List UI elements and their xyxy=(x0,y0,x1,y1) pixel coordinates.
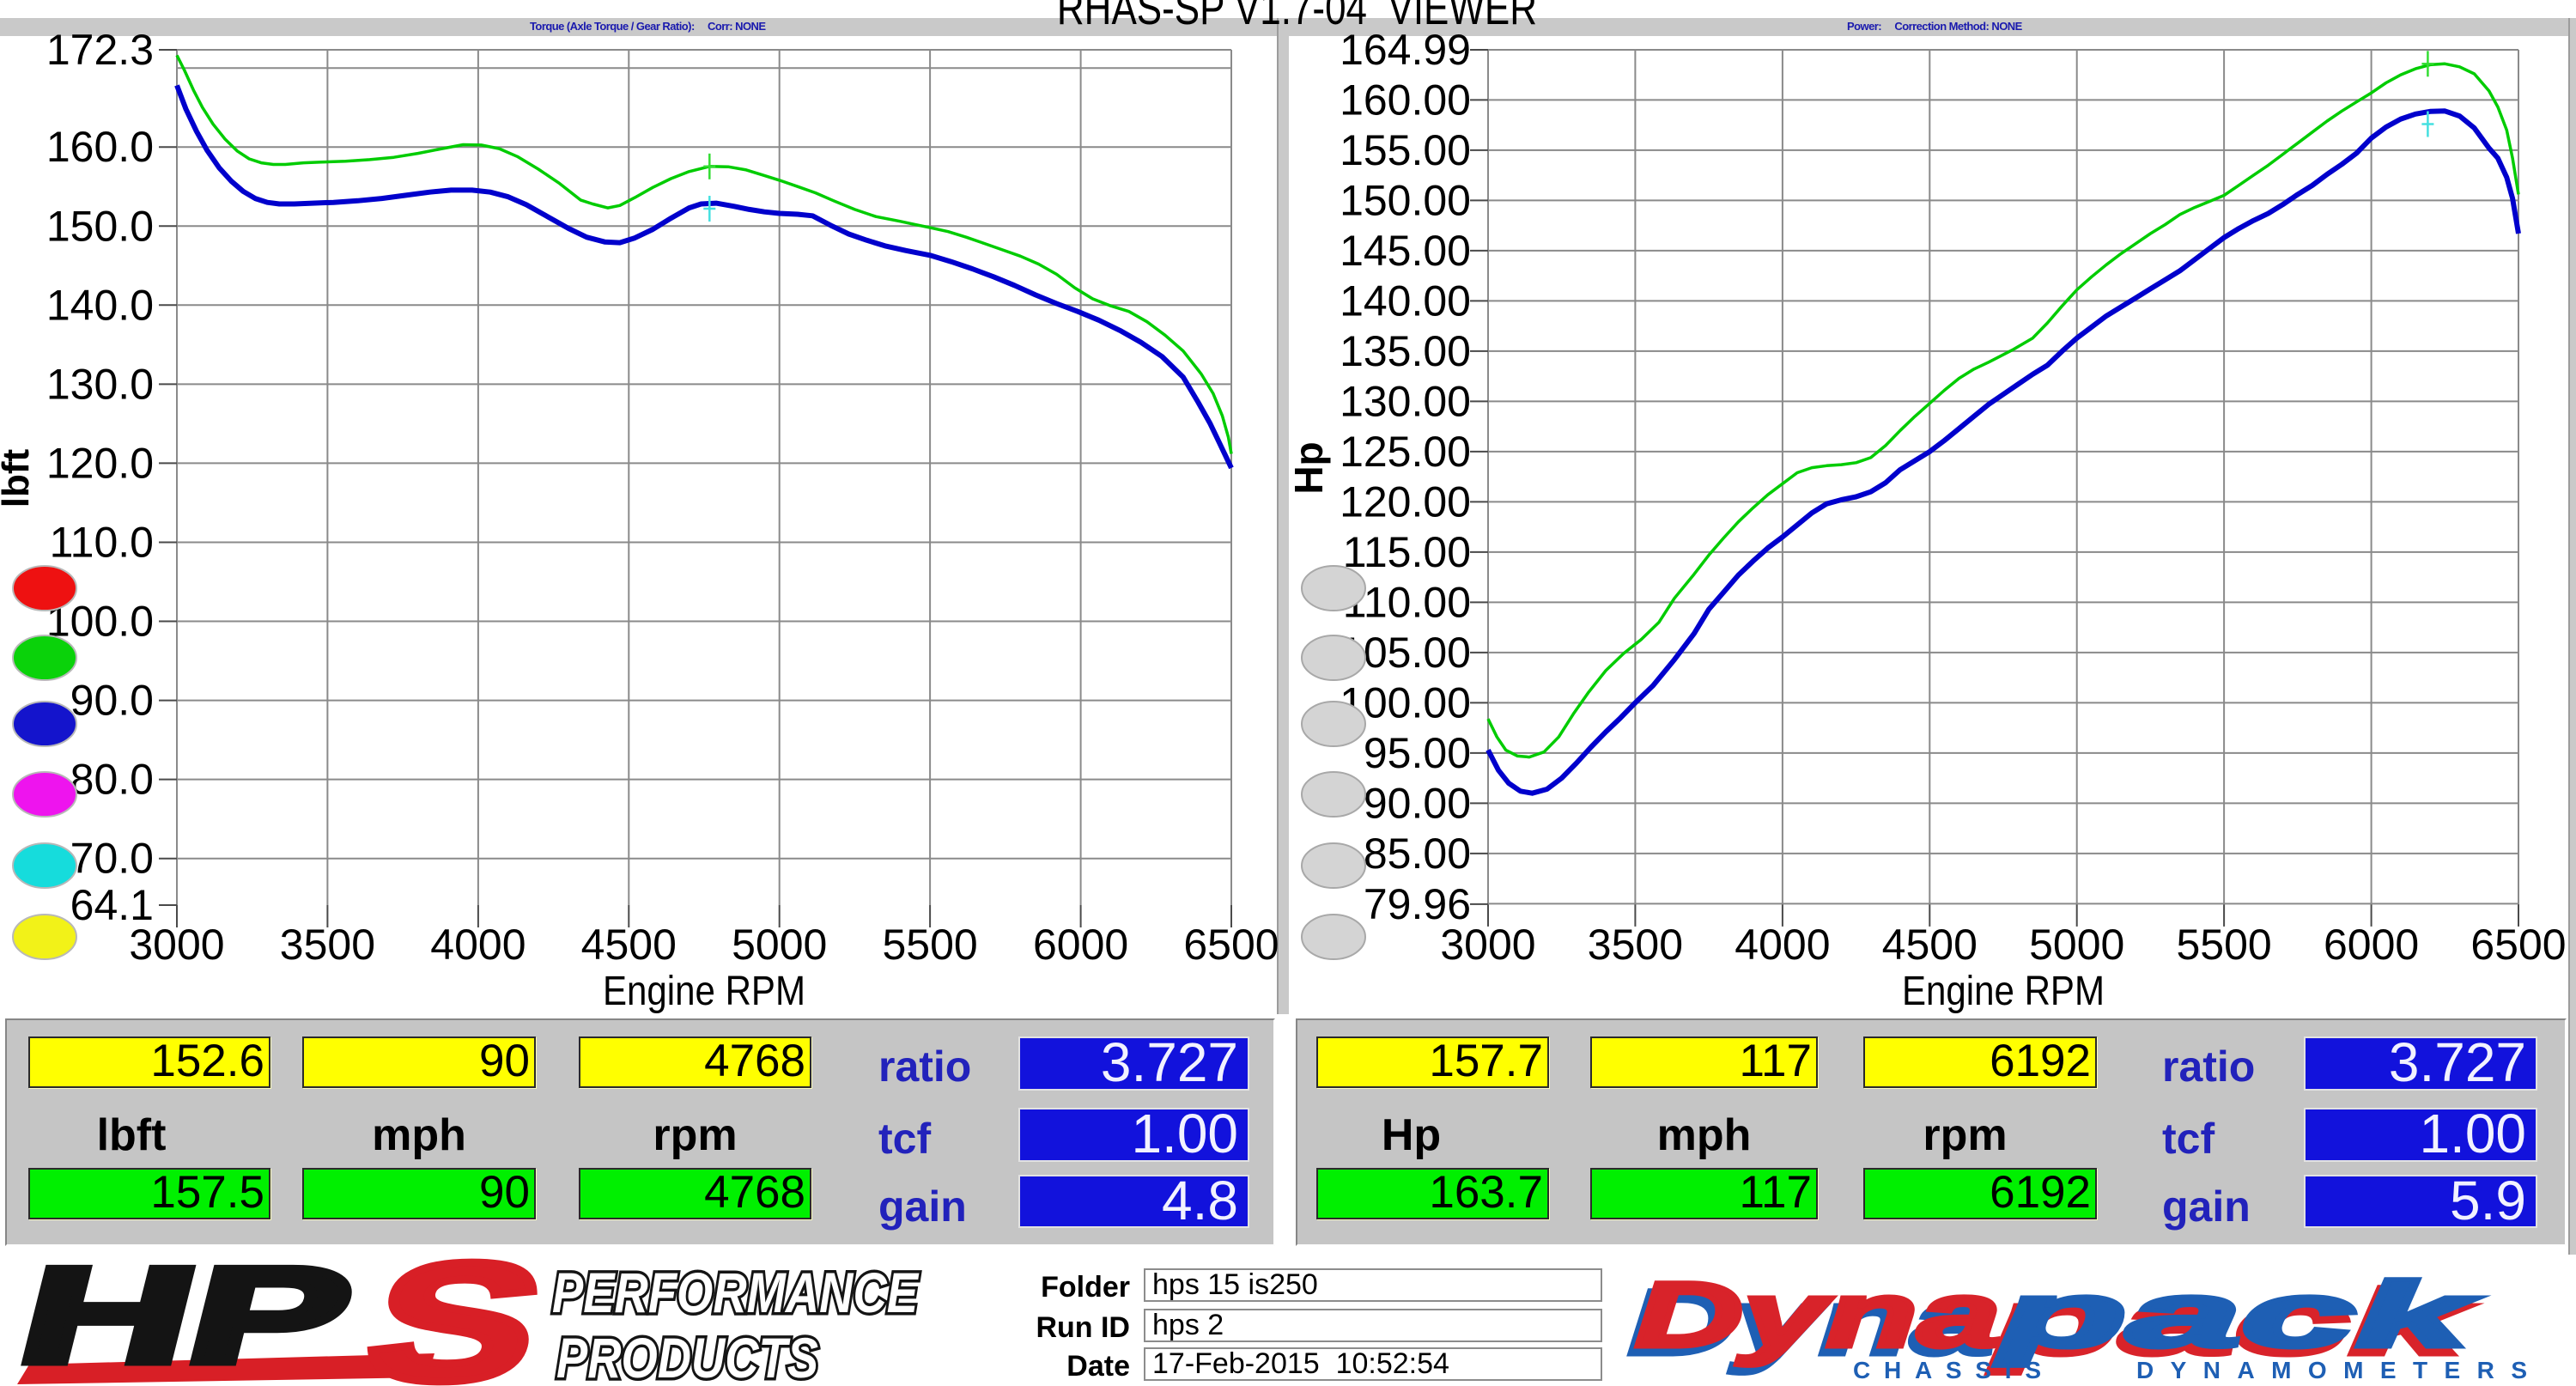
svg-text:3500: 3500 xyxy=(280,921,375,969)
svg-text:115.00: 115.00 xyxy=(1343,528,1471,576)
svg-text:125.00: 125.00 xyxy=(1340,428,1471,476)
svg-text:Engine RPM: Engine RPM xyxy=(1902,969,2105,1014)
svg-text:90.00: 90.00 xyxy=(1364,779,1471,827)
svg-text:130.00: 130.00 xyxy=(1340,377,1471,425)
svg-text:lbft: lbft xyxy=(0,448,37,508)
svg-text:HP: HP xyxy=(5,1248,367,1386)
svg-text:155.00: 155.00 xyxy=(1340,126,1471,174)
svg-text:145.00: 145.00 xyxy=(1340,227,1471,275)
svg-text:5500: 5500 xyxy=(882,921,977,969)
svg-text:120.00: 120.00 xyxy=(1340,477,1471,526)
svg-text:Hp: Hp xyxy=(1286,441,1331,494)
svg-text:79.96: 79.96 xyxy=(1364,880,1471,928)
svg-text:3000: 3000 xyxy=(129,921,224,969)
svg-text:90.0: 90.0 xyxy=(70,677,154,725)
svg-text:110.0: 110.0 xyxy=(50,519,154,567)
svg-text:130.0: 130.0 xyxy=(46,360,154,408)
svg-text:Dyna: Dyna xyxy=(1635,1262,2001,1366)
svg-text:172.3: 172.3 xyxy=(46,26,154,74)
svg-text:Dyna: Dyna xyxy=(1628,1270,1994,1374)
svg-text:140.0: 140.0 xyxy=(46,281,154,329)
svg-text:CHASSIS: CHASSIS xyxy=(1853,1357,2041,1383)
svg-text:135.00: 135.00 xyxy=(1340,327,1471,375)
svg-text:3500: 3500 xyxy=(1588,921,1683,969)
svg-text:70.0: 70.0 xyxy=(70,835,154,883)
svg-text:120.0: 120.0 xyxy=(46,439,154,487)
svg-text:S: S xyxy=(349,1248,562,1386)
svg-text:pack: pack xyxy=(1988,1270,2473,1374)
svg-text:5500: 5500 xyxy=(2176,921,2271,969)
svg-text:160.00: 160.00 xyxy=(1340,76,1471,124)
svg-text:5000: 5000 xyxy=(2029,921,2124,969)
svg-text:150.00: 150.00 xyxy=(1340,176,1471,224)
svg-text:PERFORMANCE: PERFORMANCE xyxy=(552,1261,920,1324)
svg-text:164.99: 164.99 xyxy=(1340,26,1471,74)
svg-text:64.1: 64.1 xyxy=(70,881,154,929)
svg-text:6000: 6000 xyxy=(2324,921,2419,969)
svg-text:Engine RPM: Engine RPM xyxy=(603,969,805,1014)
svg-text:6500: 6500 xyxy=(2470,921,2566,969)
svg-text:140.00: 140.00 xyxy=(1340,277,1471,325)
svg-text:80.0: 80.0 xyxy=(70,756,154,804)
svg-text:6500: 6500 xyxy=(1183,921,1279,969)
svg-text:150.0: 150.0 xyxy=(46,202,154,250)
svg-text:4500: 4500 xyxy=(1882,921,1978,969)
svg-text:6000: 6000 xyxy=(1033,921,1128,969)
svg-text:pack: pack xyxy=(1995,1262,2480,1366)
svg-text:5000: 5000 xyxy=(732,921,827,969)
svg-text:85.00: 85.00 xyxy=(1364,830,1471,878)
svg-text:95.00: 95.00 xyxy=(1364,729,1471,777)
svg-text:PRODUCTS: PRODUCTS xyxy=(556,1326,818,1386)
svg-text:4500: 4500 xyxy=(581,921,677,969)
svg-text:3000: 3000 xyxy=(1440,921,1535,969)
svg-text:4000: 4000 xyxy=(1735,921,1830,969)
svg-text:160.0: 160.0 xyxy=(46,123,154,171)
svg-text:4000: 4000 xyxy=(430,921,526,969)
